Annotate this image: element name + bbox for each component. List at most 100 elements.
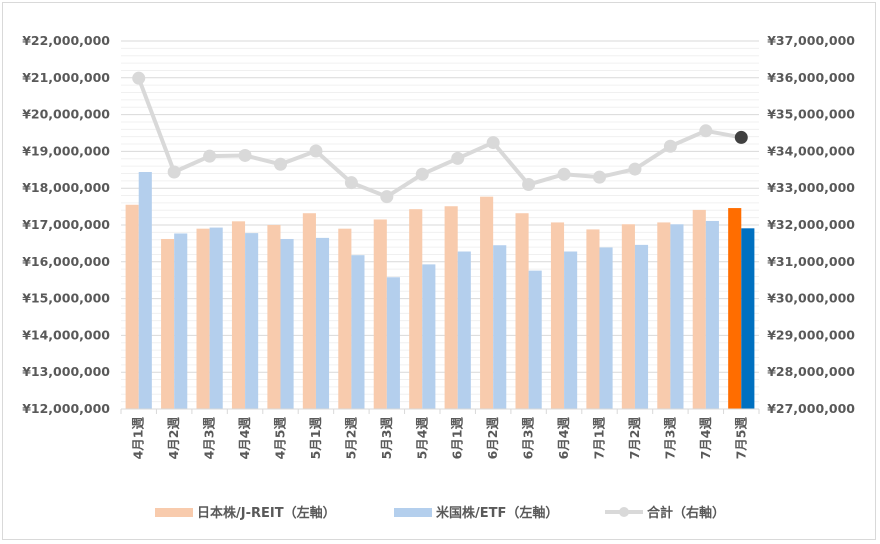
total-line-group [132, 71, 748, 204]
x-tick-label: 4月3週 [202, 417, 217, 460]
bar-us [138, 172, 152, 409]
bar-us [209, 227, 223, 409]
total-point [734, 130, 748, 144]
left-tick-label: ¥18,000,000 [22, 180, 110, 195]
x-tick-label: 7月3週 [662, 417, 677, 460]
right-tick-label: ¥27,000,000 [767, 401, 855, 416]
legend-label-us: 米国株/ETF（左軸） [436, 505, 558, 521]
chart-svg: ¥12,000,000 ¥13,000,000 ¥14,000,000 ¥15,000… [22, 33, 855, 521]
legend-label-total: 合計（右軸） [647, 505, 725, 521]
left-tick-label: ¥17,000,000 [22, 217, 110, 232]
total-point [203, 149, 217, 163]
right-tick-label: ¥31,000,000 [767, 254, 855, 269]
legend-swatch-japan [155, 508, 193, 517]
total-point [380, 190, 394, 204]
total-point [238, 148, 252, 162]
left-tick-label: ¥21,000,000 [22, 70, 110, 85]
x-tick-label: 4月2週 [166, 417, 181, 460]
x-tick-label: 5月3週 [379, 417, 394, 460]
left-tick-label: ¥16,000,000 [22, 254, 110, 269]
bar-japan [125, 204, 139, 409]
left-axis-ticks: ¥12,000,000 ¥13,000,000 ¥14,000,000 ¥15,000… [22, 33, 110, 416]
x-tick-label: 4月1週 [131, 417, 146, 460]
x-tick-label: 6月1週 [450, 417, 465, 460]
x-tick-label: 4月5週 [273, 417, 288, 460]
total-point [663, 139, 677, 153]
bar-japan [728, 208, 742, 409]
total-point [557, 167, 571, 181]
bar-japan [373, 219, 387, 409]
bar-japan [480, 196, 494, 409]
total-point [274, 157, 287, 171]
bar-us [422, 264, 436, 409]
right-tick-label: ¥30,000,000 [767, 291, 855, 306]
total-point [309, 144, 323, 158]
gridlines [121, 40, 759, 410]
total-point [628, 162, 642, 176]
total-point [167, 165, 181, 179]
bar-us [634, 244, 649, 409]
total-point [486, 136, 500, 150]
x-tick-label: 7月2週 [627, 417, 642, 460]
bar-japan [657, 222, 671, 409]
x-axis-ticks: 4月1週 4月2週 4月3週 4月4週 4月5週 5月1週 5月2週 5月3週 5月4週 6月1週… [120, 408, 760, 460]
bar-us [741, 228, 755, 409]
bar-japan [515, 213, 529, 409]
left-tick-label: ¥15,000,000 [22, 291, 110, 306]
legend: 日本株/J-REIT（左軸） 米国株/ETF（左軸） 合計（右軸） [155, 505, 725, 521]
x-tick-label: 6月2週 [485, 417, 500, 460]
bar-us [564, 251, 578, 409]
total-point [132, 71, 146, 85]
right-tick-label: ¥35,000,000 [767, 107, 855, 122]
bar-japan [621, 224, 635, 409]
bar-us [280, 238, 294, 409]
x-tick-label: 6月4週 [556, 417, 571, 460]
right-tick-label: ¥34,000,000 [767, 143, 855, 158]
legend-marker-total [619, 507, 629, 517]
x-tick-label: 7月5週 [733, 417, 748, 460]
bar-us [493, 245, 507, 409]
bar-us [315, 237, 330, 409]
total-point [344, 176, 358, 190]
bar-us [705, 220, 719, 409]
right-tick-label: ¥29,000,000 [767, 327, 855, 342]
right-tick-label: ¥37,000,000 [767, 33, 855, 48]
left-tick-label: ¥19,000,000 [22, 143, 110, 158]
total-point [415, 167, 429, 181]
bars-group [125, 172, 755, 409]
bar-us [245, 233, 259, 409]
bar-japan [267, 225, 281, 409]
x-tick-label: 5月4週 [414, 417, 429, 460]
x-tick-label: 6月3週 [521, 417, 536, 460]
bar-us [599, 247, 613, 409]
bar-japan [692, 209, 706, 409]
bar-japan [586, 229, 600, 409]
x-tick-label: 4月4週 [237, 417, 252, 460]
right-tick-label: ¥28,000,000 [767, 364, 855, 379]
x-tick-label: 7月4週 [698, 417, 713, 460]
bar-us [386, 277, 400, 409]
left-tick-label: ¥20,000,000 [22, 107, 110, 122]
left-tick-label: ¥13,000,000 [22, 364, 110, 379]
bar-us [457, 251, 471, 409]
legend-label-japan: 日本株/J-REIT（左軸） [197, 505, 336, 521]
bar-us [174, 233, 188, 409]
total-point [593, 170, 606, 184]
bar-us [670, 224, 684, 409]
left-tick-label: ¥22,000,000 [22, 33, 110, 48]
left-tick-label: ¥12,000,000 [22, 401, 110, 416]
total-point [451, 151, 465, 165]
total-point [699, 124, 713, 138]
bar-japan [409, 209, 423, 409]
x-tick-label: 5月2週 [343, 417, 358, 460]
bar-us [351, 255, 365, 409]
x-tick-label: 7月1週 [592, 417, 607, 460]
bar-japan [196, 228, 210, 409]
bar-japan [550, 222, 565, 409]
bar-japan [231, 221, 246, 409]
x-tick-label: 5月1週 [308, 417, 323, 460]
right-tick-label: ¥36,000,000 [767, 70, 855, 85]
total-point [522, 178, 536, 192]
right-tick-label: ¥32,000,000 [767, 217, 855, 232]
